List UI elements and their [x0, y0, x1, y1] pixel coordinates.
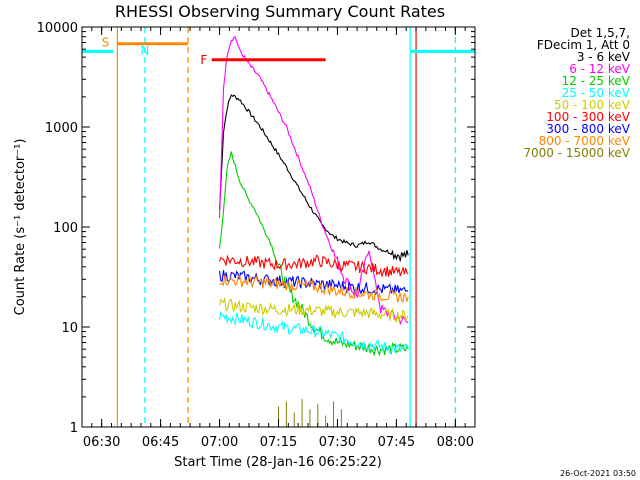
chart-title: RHESSI Observing Summary Count Rates: [115, 2, 445, 21]
y-tick-label: 1000: [45, 121, 78, 136]
state-annotation-s: S: [102, 35, 110, 49]
x-axis-label: Start Time (28-Jan-16 06:25:22): [174, 455, 382, 470]
x-tick-label: 07:15: [260, 435, 297, 450]
x-tick-label: 08:00: [437, 435, 474, 450]
state-annotation-f: F: [200, 53, 207, 67]
y-tick-label: 10000: [37, 21, 78, 36]
legend-item: 100 - 300 keV: [546, 110, 630, 124]
series-line-4: [218, 296, 409, 323]
legend-header: FDecim 1, Att 0: [537, 38, 630, 52]
series-line-3: [218, 310, 409, 354]
legend-item: 7000 - 15000 keV: [523, 146, 630, 160]
footer-date: 26-Oct-2021 03:50: [560, 469, 636, 478]
y-tick-label: 100: [53, 221, 78, 236]
legend-item: 300 - 800 keV: [546, 122, 630, 136]
series-line-7: [219, 274, 409, 304]
series-line-0: [218, 94, 409, 262]
axes-layer: 06:30 06:45 07:00 07:15 07:30 07:45 08:00 1 10 10…: [37, 21, 475, 450]
series-line-5: [218, 254, 409, 278]
y-axis-label: Count Rate (s⁻¹ detector⁻¹): [13, 139, 28, 316]
series-line-2: [218, 151, 409, 357]
legend-item: 25 - 50 keV: [562, 86, 631, 100]
x-tick-label: 07:30: [319, 435, 356, 450]
legend-item: 12 - 25 keV: [562, 74, 631, 88]
y-tick-label: 10: [61, 321, 78, 336]
x-tick-label: 07:45: [378, 435, 415, 450]
legend-item: 800 - 7000 keV: [539, 134, 631, 148]
series-layer: [218, 36, 409, 427]
legend-header: Det 1,5,7,: [571, 26, 631, 40]
x-tick-label: 06:45: [142, 435, 179, 450]
marks-layer: S N F: [82, 27, 475, 427]
legend-item: 50 - 100 keV: [554, 98, 631, 112]
state-annotation-n: N: [140, 44, 149, 58]
legend-item: 6 - 12 keV: [569, 62, 631, 76]
y-tick-label: 1: [70, 421, 78, 436]
x-tick-label: 07:00: [201, 435, 238, 450]
legend-item: 3 - 6 keV: [577, 50, 631, 64]
x-tick-label: 06:30: [83, 435, 120, 450]
